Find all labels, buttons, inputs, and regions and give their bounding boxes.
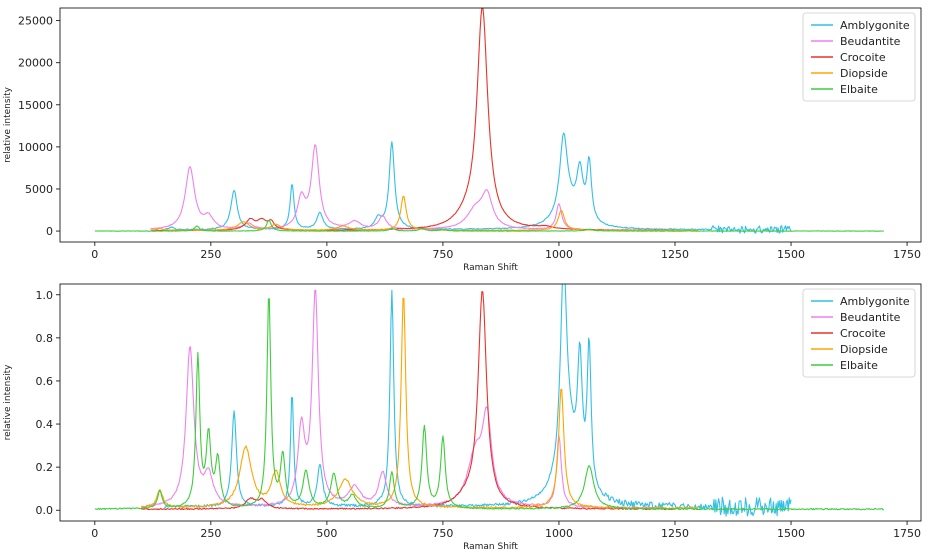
y-axis-label: relative intensity	[3, 364, 13, 441]
x-tick-label: 500	[316, 527, 337, 540]
x-tick-label: 1750	[893, 248, 921, 261]
legend: Amblygonite Beudantite Crocoite Diopside Elb…	[802, 288, 916, 378]
legend-label-crocoite: Crocoite	[840, 51, 886, 64]
legend-label-amblygonite: Amblygonite	[840, 19, 910, 32]
series-line-crocoite	[150, 8, 676, 232]
series-line-crocoite	[140, 290, 676, 511]
x-tick-label: 1000	[545, 527, 573, 540]
series-line-beudantite	[150, 144, 652, 231]
legend: Amblygonite Beudantite Crocoite Diopside Elb…	[802, 12, 916, 102]
x-tick-label: 500	[316, 248, 337, 261]
x-tick-label: 750	[432, 248, 453, 261]
bottom-panel-normalized-intensity: 0 250 500 750 1000 1250 1500 1750 0.0 0.2 0.4 0.6 0.…	[3, 283, 922, 552]
series-line-elbaite	[94, 219, 884, 232]
x-tick-label: 1500	[777, 527, 805, 540]
legend-label-crocoite: Crocoite	[840, 327, 886, 340]
legend-label-diopside: Diopside	[840, 343, 888, 356]
y-tick-label: 0.0	[36, 504, 54, 517]
legend-box	[802, 12, 916, 102]
legend-label-amblygonite: Amblygonite	[840, 295, 910, 308]
series-line-elbaite	[94, 298, 884, 511]
plot-frame	[59, 7, 922, 243]
series-line-beudantite	[141, 289, 652, 509]
x-tick-label: 750	[432, 527, 453, 540]
x-tick-label: 1250	[661, 248, 689, 261]
series-lines	[94, 8, 884, 234]
legend-label-elbaite: Elbaite	[840, 83, 878, 96]
series-line-diopside	[150, 195, 699, 232]
x-axis-label: Raman Shift	[463, 263, 518, 273]
top-panel-raw-intensity: 0 250 500 750 1000 1250 1500 1750 0 5000 10000 1500…	[3, 7, 922, 273]
x-tick-label: 250	[200, 248, 221, 261]
y-axis-label: relative intensity	[3, 86, 13, 163]
series-lines	[94, 284, 884, 517]
x-tick-label: 1000	[545, 248, 573, 261]
x-tick-label: 0	[91, 527, 98, 540]
x-axis-label: Raman Shift	[463, 542, 518, 552]
y-tick-label: 5000	[25, 183, 53, 196]
y-tick-label: 0.4	[36, 418, 54, 431]
legend-box	[802, 288, 916, 378]
y-tick-label: 25000	[18, 15, 53, 28]
x-tick-label: 0	[91, 248, 98, 261]
y-tick-label: 0.6	[36, 375, 54, 388]
x-tick-label: 1250	[661, 527, 689, 540]
legend-label-diopside: Diopside	[840, 67, 888, 80]
y-tick-label: 0.8	[36, 332, 54, 345]
y-tick-label: 0	[46, 225, 53, 238]
x-tick-label: 1750	[893, 527, 921, 540]
y-tick-label: 1.0	[36, 289, 54, 302]
y-tick-label: 10000	[18, 141, 53, 154]
series-line-amblygonite	[164, 132, 792, 234]
series-line-diopside	[141, 297, 699, 510]
x-tick-label: 1500	[777, 248, 805, 261]
legend-label-beudantite: Beudantite	[840, 311, 901, 324]
y-tick-label: 15000	[18, 99, 53, 112]
legend-label-beudantite: Beudantite	[840, 35, 901, 48]
legend-label-elbaite: Elbaite	[840, 359, 878, 372]
x-tick-label: 250	[200, 527, 221, 540]
y-tick-label: 0.2	[36, 461, 54, 474]
y-tick-label: 20000	[18, 57, 53, 70]
plot-frame	[59, 283, 922, 522]
